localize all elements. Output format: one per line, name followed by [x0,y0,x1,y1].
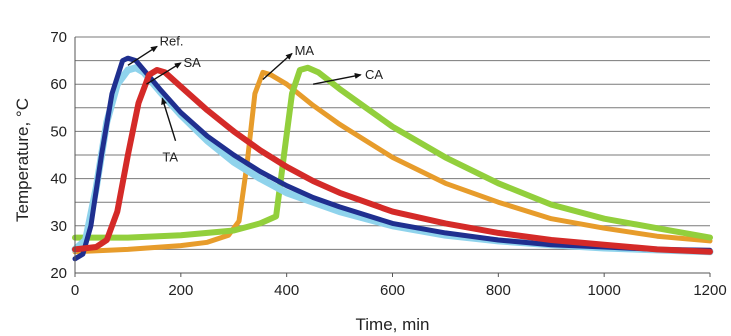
x-tick-label: 800 [486,282,511,299]
x-axis-title: Time, min [356,315,430,334]
annotation-arrow-ca [312,72,362,85]
x-tick-label: 0 [71,282,79,299]
series-line-ma [72,69,713,255]
annotation-arrow-ref [127,45,158,66]
series-label-sa: SA [183,55,201,70]
series-label-ref: Ref. [160,34,184,49]
series-line-ref [72,55,713,262]
series-label-ma: MA [295,43,315,58]
series-label-ta: TA [162,149,178,164]
y-axis-title: Temperature, °C [13,98,32,222]
series-annotations: Ref. SA MA CA TA [127,34,383,164]
y-tick-label: 20 [50,265,67,282]
y-tick-label: 60 [50,76,67,93]
x-tick-label: 400 [274,282,299,299]
y-tick-label: 40 [50,171,67,188]
annotation-arrow-sa [146,62,182,85]
series-layer [71,55,714,262]
y-tick-label: 70 [50,29,67,46]
y-tick-label: 50 [50,123,67,140]
series-line-sa [72,67,713,255]
x-tick-label: 1000 [587,282,620,299]
y-tick-label: 30 [50,218,67,235]
annotation-arrow-ma [262,52,293,81]
x-tick-label: 200 [168,282,193,299]
tick-labels: 0 200 400 600 800 1000 1200 20 30 40 50 60 70 [50,29,726,299]
series-label-ca: CA [365,67,383,82]
x-tick-label: 600 [380,282,405,299]
series-line-ca [72,64,713,241]
annotation-arrow-ta [161,97,177,142]
x-tick-label: 1200 [693,282,726,299]
